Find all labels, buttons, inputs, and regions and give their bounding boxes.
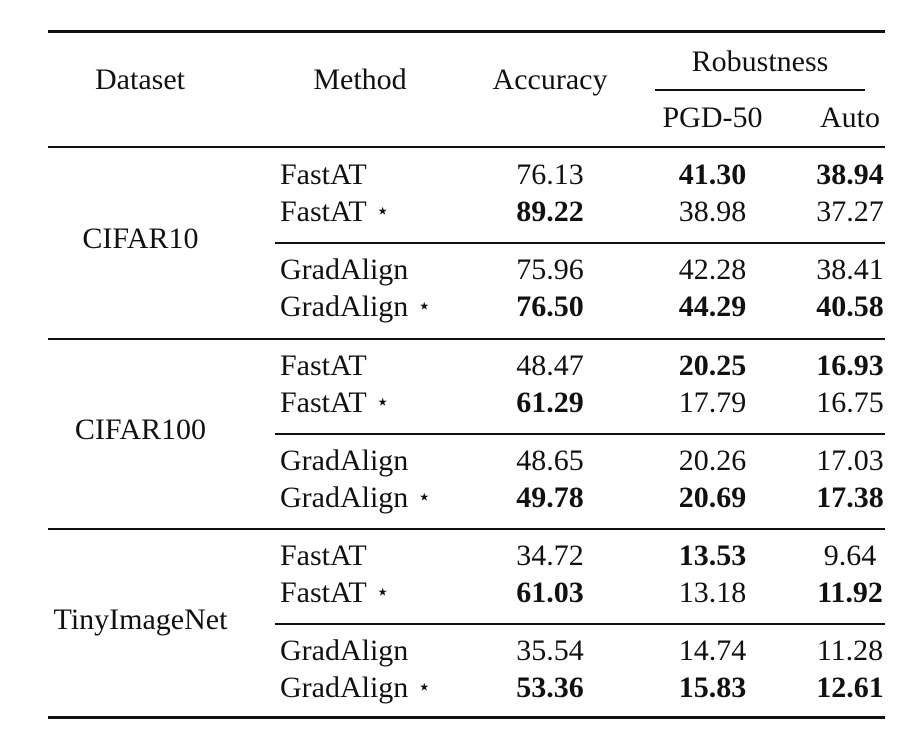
method-cell: GradAlign (280, 633, 480, 669)
pgd50-value: 20.26 (678, 444, 747, 477)
method-cell: FastAT ⋆ (280, 194, 480, 230)
block-separator-rule (275, 623, 885, 625)
method-cell: GradAlign (280, 443, 480, 479)
method-name: FastAT (280, 195, 367, 228)
accuracy-value: 76.13 (516, 158, 584, 191)
method-name: FastAT (280, 158, 367, 191)
accuracy-value: 48.65 (516, 444, 584, 477)
pgd50-value: 13.18 (678, 576, 747, 609)
method-name: GradAlign (280, 481, 409, 514)
group-separator-rule (48, 528, 885, 530)
header-dataset: Dataset (95, 63, 185, 96)
star-icon: ⋆ (375, 198, 390, 223)
pgd50-value: 14.74 (678, 634, 747, 667)
block-separator-rule (275, 433, 885, 435)
accuracy-value: 48.47 (516, 349, 584, 382)
pgd50-value: 41.30 (678, 158, 747, 191)
top-rule (48, 30, 885, 33)
auto-value: 12.61 (816, 671, 884, 704)
method-name: GradAlign (280, 634, 409, 667)
auto-value: 40.58 (816, 290, 884, 323)
auto-value: 16.75 (816, 386, 884, 419)
method-name: FastAT (280, 539, 367, 572)
dataset-label: CIFAR100 (74, 412, 207, 446)
accuracy-value: 89.22 (516, 195, 584, 228)
method-cell: FastAT (280, 538, 480, 574)
accuracy-value: 53.36 (516, 671, 584, 704)
accuracy-value: 35.54 (516, 634, 584, 667)
method-name: FastAT (280, 576, 367, 609)
star-icon: ⋆ (417, 484, 432, 509)
header-robustness: Robustness (691, 45, 829, 78)
accuracy-value: 76.50 (516, 290, 584, 323)
method-name: GradAlign (280, 671, 409, 704)
method-cell: GradAlign ⋆ (280, 670, 480, 706)
method-name: GradAlign (280, 290, 409, 323)
star-icon: ⋆ (375, 389, 390, 414)
bottom-rule (48, 716, 885, 719)
auto-value: 37.27 (816, 195, 884, 228)
header-pgd50: PGD-50 (662, 101, 763, 134)
pgd50-value: 20.25 (678, 349, 747, 382)
method-name: FastAT (280, 386, 367, 419)
star-icon: ⋆ (417, 674, 432, 699)
method-name: GradAlign (280, 253, 409, 286)
pgd50-value: 44.29 (678, 290, 747, 323)
method-name: FastAT (280, 349, 367, 382)
auto-value: 17.38 (816, 481, 884, 514)
method-cell: GradAlign ⋆ (280, 289, 480, 325)
header-auto: Auto (820, 101, 880, 134)
pgd50-value: 20.69 (678, 481, 747, 514)
accuracy-value: 34.72 (516, 539, 584, 572)
method-cell: FastAT (280, 348, 480, 384)
auto-value: 9.64 (823, 539, 877, 572)
accuracy-value: 75.96 (516, 253, 584, 286)
accuracy-value: 61.03 (516, 576, 584, 609)
auto-value: 38.94 (816, 158, 884, 191)
accuracy-value: 49.78 (516, 481, 584, 514)
star-icon: ⋆ (375, 579, 390, 604)
block-separator-rule (275, 242, 885, 244)
header-accuracy: Accuracy (492, 63, 608, 96)
method-cell: FastAT ⋆ (280, 385, 480, 421)
auto-value: 17.03 (816, 444, 884, 477)
method-cell: GradAlign (280, 252, 480, 288)
pgd50-value: 42.28 (678, 253, 747, 286)
method-name: GradAlign (280, 444, 409, 477)
header-method: Method (313, 63, 407, 96)
star-icon: ⋆ (417, 293, 432, 318)
dataset-label: TinyImageNet (53, 602, 228, 636)
pgd50-value: 15.83 (678, 671, 747, 704)
accuracy-value: 61.29 (516, 386, 584, 419)
header-rule (48, 146, 885, 148)
group-separator-rule (48, 338, 885, 340)
dataset-label: CIFAR10 (82, 221, 199, 255)
robustness-underline (655, 89, 865, 91)
pgd50-value: 17.79 (678, 386, 747, 419)
method-cell: GradAlign ⋆ (280, 480, 480, 516)
auto-value: 11.92 (817, 576, 883, 609)
auto-value: 11.28 (816, 634, 884, 667)
pgd50-value: 13.53 (678, 539, 747, 572)
method-cell: FastAT ⋆ (280, 575, 480, 611)
pgd50-value: 38.98 (678, 195, 747, 228)
auto-value: 38.41 (816, 253, 884, 286)
method-cell: FastAT (280, 157, 480, 193)
auto-value: 16.93 (816, 349, 884, 382)
